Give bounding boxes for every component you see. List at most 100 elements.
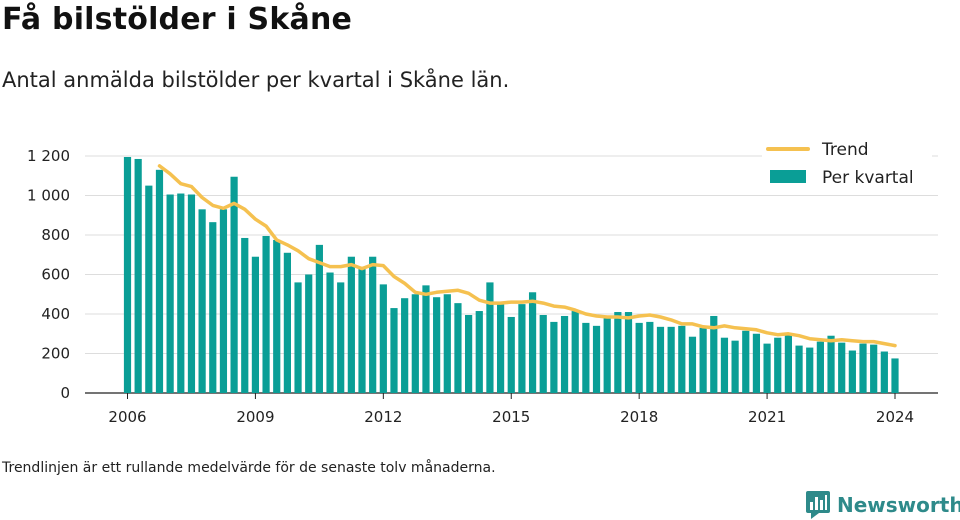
bar bbox=[603, 316, 611, 393]
bar bbox=[688, 336, 697, 393]
chart-subtitle: Antal anmälda bilstölder per kvartal i S… bbox=[2, 68, 510, 92]
bar bbox=[624, 312, 633, 393]
bar bbox=[166, 194, 174, 393]
newsworthy-logo-icon bbox=[806, 491, 830, 519]
bar bbox=[177, 193, 185, 393]
bar bbox=[870, 344, 878, 393]
x-axis: 2006 2009 2012 2015 2018 2021 2024 bbox=[108, 393, 914, 426]
bar bbox=[187, 194, 196, 393]
bar bbox=[752, 333, 761, 393]
bar bbox=[816, 341, 824, 393]
x-tick-label: 2009 bbox=[236, 408, 274, 426]
bar bbox=[880, 351, 888, 393]
bar bbox=[422, 285, 430, 393]
chart-title: Få bilstölder i Skåne bbox=[2, 2, 353, 37]
bar bbox=[667, 326, 675, 393]
bar bbox=[411, 294, 419, 393]
bar bbox=[305, 274, 313, 393]
bar bbox=[379, 284, 387, 393]
bar bbox=[582, 322, 590, 393]
brand-name: Newsworthy bbox=[837, 493, 960, 517]
bar bbox=[134, 158, 142, 393]
bar bbox=[838, 342, 846, 393]
bar bbox=[731, 340, 739, 393]
bar bbox=[678, 325, 686, 393]
bar bbox=[827, 335, 835, 393]
bar bbox=[262, 235, 270, 393]
x-tick-label: 2012 bbox=[364, 408, 402, 426]
x-tick-label: 2024 bbox=[876, 408, 914, 426]
bar bbox=[433, 297, 441, 393]
trend-line bbox=[157, 164, 897, 348]
bar bbox=[528, 292, 537, 393]
bar bbox=[859, 343, 867, 393]
footnote: Trendlinjen är ett rullande medelvärde f… bbox=[2, 460, 496, 476]
bar bbox=[806, 347, 814, 393]
bar bbox=[560, 315, 569, 393]
bar bbox=[710, 315, 718, 393]
bar bbox=[539, 314, 547, 393]
bar bbox=[209, 222, 217, 393]
bar bbox=[720, 337, 729, 393]
bar bbox=[763, 343, 771, 393]
bar bbox=[273, 239, 281, 393]
x-tick-label: 2006 bbox=[108, 408, 146, 426]
legend: Trend Per kvartal bbox=[762, 136, 932, 194]
bar bbox=[774, 337, 782, 393]
trend-series bbox=[157, 164, 897, 348]
y-tick-label: 200 bbox=[41, 345, 70, 363]
bar bbox=[443, 294, 451, 393]
x-tick-label: 2015 bbox=[492, 408, 530, 426]
bar-series bbox=[123, 156, 899, 393]
bar-chart: 0 200 400 600 800 1 000 1 200 2006 2009 2012 2015… bbox=[27, 136, 938, 426]
bar bbox=[550, 321, 558, 393]
bar bbox=[518, 304, 526, 393]
y-tick-label: 600 bbox=[41, 266, 70, 284]
bar bbox=[401, 298, 409, 393]
bar bbox=[219, 209, 228, 393]
bar bbox=[369, 256, 377, 393]
bar bbox=[891, 358, 899, 393]
y-tick-label: 400 bbox=[41, 305, 70, 323]
bar bbox=[496, 304, 505, 393]
bar bbox=[347, 256, 355, 393]
bar bbox=[123, 156, 132, 393]
bar bbox=[358, 268, 366, 393]
bar bbox=[465, 314, 473, 393]
y-tick-label: 0 bbox=[60, 384, 70, 402]
x-tick-label: 2021 bbox=[748, 408, 786, 426]
bar bbox=[198, 209, 206, 393]
bar bbox=[742, 330, 750, 393]
bar bbox=[635, 322, 643, 393]
legend-bar-swatch bbox=[770, 170, 806, 183]
bar bbox=[283, 252, 291, 393]
bar bbox=[486, 282, 494, 393]
bar bbox=[784, 333, 793, 393]
y-axis: 0 200 400 600 800 1 000 1 200 bbox=[27, 147, 70, 402]
bar bbox=[145, 185, 153, 393]
bar bbox=[294, 282, 302, 393]
bar bbox=[656, 326, 665, 393]
legend-bar-label: Per kvartal bbox=[822, 168, 914, 188]
y-tick-label: 800 bbox=[41, 226, 70, 244]
bar bbox=[571, 311, 579, 393]
x-tick-label: 2018 bbox=[620, 408, 658, 426]
y-tick-label: 1 200 bbox=[27, 147, 70, 165]
brand-logo[interactable]: Newsworthy bbox=[805, 490, 960, 520]
bar bbox=[592, 325, 601, 393]
bar bbox=[155, 169, 164, 393]
legend-trend-label: Trend bbox=[821, 140, 869, 160]
bar bbox=[390, 308, 398, 393]
bar bbox=[315, 244, 323, 393]
bar bbox=[230, 176, 238, 393]
bar bbox=[795, 345, 803, 393]
bar bbox=[475, 311, 483, 393]
bar bbox=[241, 237, 249, 393]
bar bbox=[614, 312, 622, 393]
bar bbox=[326, 272, 334, 393]
bar bbox=[848, 350, 856, 393]
bar bbox=[646, 321, 654, 393]
bar bbox=[699, 327, 707, 393]
bar bbox=[507, 316, 515, 393]
bar bbox=[337, 282, 345, 393]
